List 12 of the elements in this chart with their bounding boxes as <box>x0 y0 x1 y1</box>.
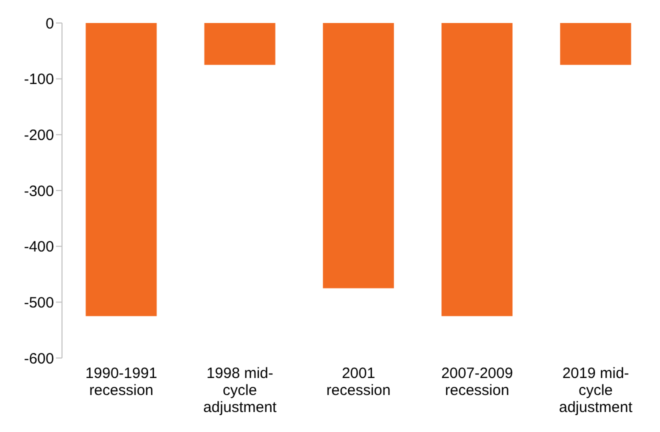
x-tick-label: 2019 mid-cycle adjustment <box>559 365 634 416</box>
x-tick-label: 1998 mid-cycle adjustment <box>203 365 278 416</box>
y-tick-label: -600 <box>24 350 54 368</box>
y-tick-label: -300 <box>24 182 54 200</box>
y-tick-label: 0 <box>46 15 54 32</box>
x-tick-label: 1990-1991 recession <box>85 365 158 399</box>
y-tick-label: -500 <box>24 294 54 312</box>
x-tick-label: 2007-2009 recession <box>441 365 513 399</box>
y-tick-label: -200 <box>24 126 54 144</box>
y-tick-label: -100 <box>24 71 54 88</box>
y-tick-label: -400 <box>24 238 54 256</box>
x-tick-label: 2001 recession <box>326 365 391 399</box>
